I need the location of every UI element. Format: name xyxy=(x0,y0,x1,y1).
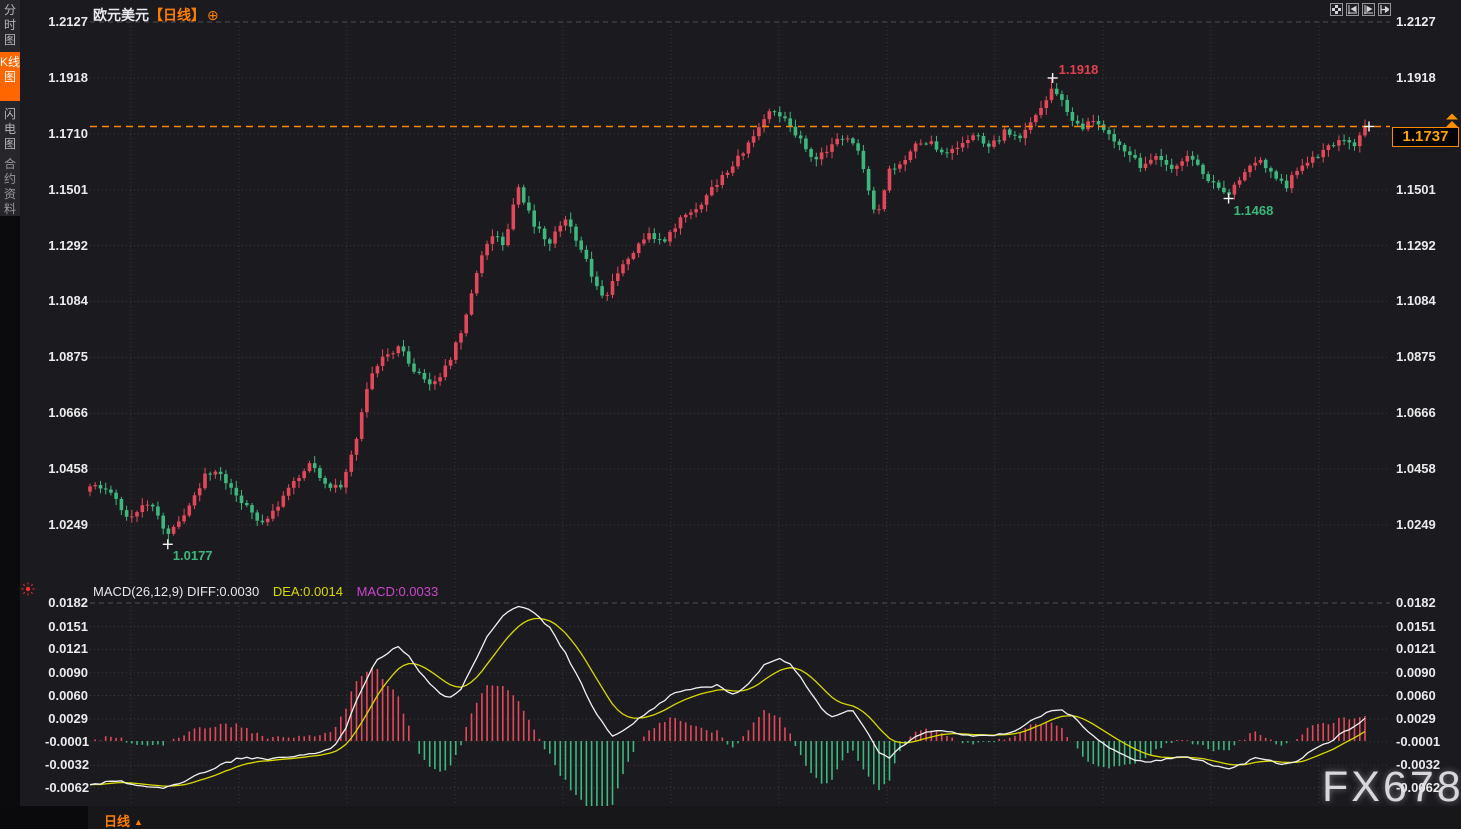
macd-tick-left: -0.0001 xyxy=(45,733,90,749)
exit-chart-icon[interactable] xyxy=(1378,3,1391,16)
period-selector-label: 日线 xyxy=(104,814,131,829)
period-selector[interactable]: 日线 ▲ xyxy=(104,811,143,829)
price-tick-right: 1.0249 xyxy=(1396,517,1436,532)
macd-params: MACD(26,12,9) xyxy=(93,584,184,599)
price-tick-left: 1.1084 xyxy=(48,293,88,309)
price-tick-right: 1.1918 xyxy=(1396,69,1436,85)
macd-dea-value: DEA:0.0014 xyxy=(272,584,343,599)
price-tick-right: 1.1292 xyxy=(1396,237,1436,253)
macd-settings-icon[interactable] xyxy=(21,582,35,601)
price-tick-left: 1.1710 xyxy=(48,125,88,141)
macd-tick-left: 0.0090 xyxy=(48,664,88,680)
sidebar: 分时图 K线图 闪电图 合约资料 xyxy=(0,0,20,829)
macd-tick-right: 0.0090 xyxy=(1396,664,1436,680)
price-tick-right: 1.1501 xyxy=(1396,181,1436,197)
macd-tick-right: 0.0182 xyxy=(1396,595,1436,610)
chart-title: 欧元美元【日线】 ⊕ xyxy=(93,5,219,25)
current-price-badge: 1.1737 xyxy=(1392,126,1459,147)
price-tick-left: 1.0249 xyxy=(48,517,88,532)
price-tick-right: 1.0666 xyxy=(1396,405,1436,421)
price-tick-left: 1.0875 xyxy=(48,349,88,365)
macd-tick-left: 0.0121 xyxy=(48,641,88,657)
price-tick-left: 1.2127 xyxy=(48,14,88,29)
expand-icon[interactable]: ⊕ xyxy=(207,7,219,23)
macd-tick-left: 0.0151 xyxy=(48,618,88,634)
macd-diff-value: DIFF:0.0030 xyxy=(186,584,260,599)
macd-tick-left: 0.0182 xyxy=(48,595,88,610)
sidebar-tab-lightning[interactable]: 闪电图 xyxy=(3,107,16,151)
pan-tool-icon[interactable] xyxy=(1330,3,1343,16)
annotation-jan-low-price: 1.0177 xyxy=(172,548,213,564)
macd-tick-left: 0.0029 xyxy=(48,711,88,726)
macd-indicator-header: MACD(26,12,9) DIFF:0.0030 DEA:0.0014 MAC… xyxy=(93,584,438,599)
macd-tick-left: -0.0032 xyxy=(45,757,90,773)
price-tick-left: 1.1918 xyxy=(48,69,88,85)
shrink-x-icon[interactable] xyxy=(1346,3,1359,16)
macd-tick-left: -0.0062 xyxy=(45,780,90,795)
sidebar-tab-contract-info[interactable]: 合约资料 xyxy=(3,157,16,216)
price-tick-right: 1.2127 xyxy=(1396,14,1436,29)
grow-x-icon[interactable] xyxy=(1362,3,1375,16)
annotation-high-price: 1.1918 xyxy=(1058,61,1099,77)
macd-tick-right: 0.0151 xyxy=(1396,618,1436,634)
macd-tick-right: -0.0032 xyxy=(1396,757,1441,773)
macd-hist-value: MACD:0.0033 xyxy=(356,584,439,599)
price-tick-left: 1.0666 xyxy=(48,405,88,421)
sidebar-tab-strip: 分时图 K线图 闪电图 合约资料 xyxy=(0,0,20,216)
date-axis-strip xyxy=(0,806,1461,829)
watermark: FX678 xyxy=(1322,763,1461,811)
symbol-name: 欧元美元 xyxy=(93,7,149,23)
period-label: 【日线】 xyxy=(149,7,205,23)
price-tick-right: 1.1084 xyxy=(1396,293,1436,309)
sidebar-tab-candlestick[interactable]: K线图 xyxy=(0,52,20,101)
axis-corner xyxy=(0,806,88,829)
price-tick-right: 1.0875 xyxy=(1396,349,1436,365)
price-tick-left: 1.1501 xyxy=(48,181,88,197)
annotation-nov-low-price: 1.1468 xyxy=(1233,202,1274,218)
macd-tick-right: 0.0060 xyxy=(1396,687,1436,703)
macd-tick-right: 0.0029 xyxy=(1396,711,1436,726)
sidebar-tab-timeline[interactable]: 分时图 xyxy=(3,3,16,47)
price-tick-left: 1.1292 xyxy=(48,237,88,253)
toolbar xyxy=(1330,3,1391,16)
price-tick-left: 1.0458 xyxy=(48,461,88,477)
macd-tick-right: -0.0062 xyxy=(1396,780,1441,795)
macd-tick-left: 0.0060 xyxy=(48,687,88,703)
macd-tick-right: -0.0001 xyxy=(1396,733,1441,749)
triangle-up-icon: ▲ xyxy=(134,817,143,827)
price-tick-right: 1.0458 xyxy=(1396,461,1436,477)
macd-tick-right: 0.0121 xyxy=(1396,641,1436,657)
